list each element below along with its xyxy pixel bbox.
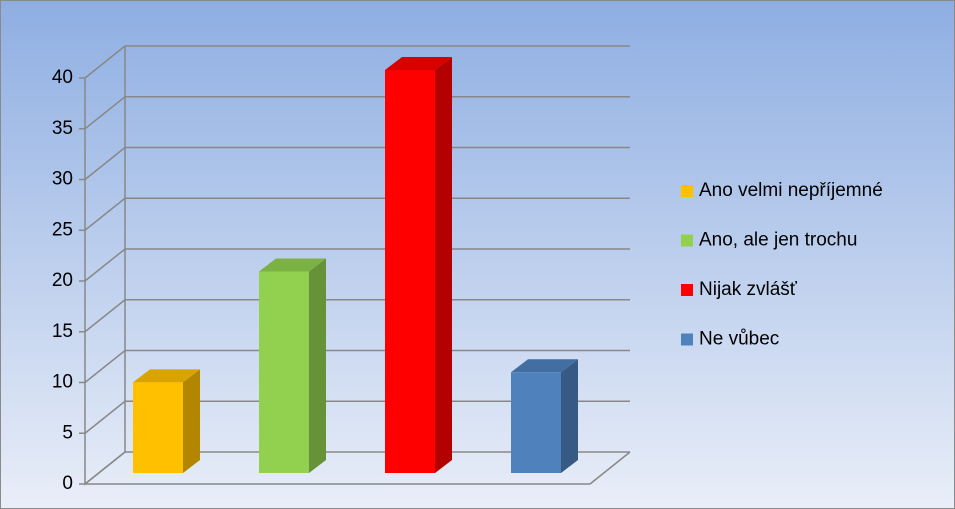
legend-label: Ne vůbec (699, 329, 779, 350)
bar-top (511, 359, 578, 373)
grid-line (84, 400, 630, 434)
legend-swatch (681, 284, 693, 296)
grid-line (84, 349, 630, 384)
grid-line (84, 146, 630, 181)
bar (259, 258, 326, 473)
grid-line (84, 451, 630, 485)
bar-side (561, 359, 578, 473)
y-tick-label: 40 (52, 67, 73, 88)
legend-swatch (681, 234, 693, 247)
y-tick-label: 10 (52, 372, 73, 393)
bar-side (309, 258, 326, 473)
bar (511, 359, 578, 473)
grid-line (84, 45, 630, 79)
bar-front (133, 382, 183, 473)
y-tick-label: 5 (62, 422, 73, 443)
grid-line (84, 248, 630, 282)
bar-front (385, 70, 435, 473)
y-tick-label: 30 (52, 169, 73, 190)
y-tick-label: 35 (52, 118, 73, 139)
y-tick-label: 20 (52, 270, 73, 291)
legend-swatch (681, 333, 693, 346)
floor-right (589, 451, 631, 485)
bar (133, 369, 200, 473)
y-tick-label: 25 (52, 219, 73, 240)
bar (385, 57, 452, 473)
grid-line (84, 197, 630, 231)
legend-label: Ano velmi nepříjemné (699, 180, 883, 201)
y-tick-label: 15 (52, 321, 73, 342)
y-tick-label: 0 (62, 473, 73, 494)
bar-front (259, 271, 309, 473)
grid-line (84, 96, 630, 130)
grid-line (84, 299, 630, 333)
bar-front (511, 372, 561, 473)
bar-top (385, 57, 452, 70)
bar-top (259, 258, 326, 272)
legend-swatch (681, 185, 693, 197)
legend-label: Ano, ale jen trochu (699, 230, 857, 251)
bar-side (435, 57, 452, 473)
bar-side (183, 369, 200, 473)
bar-top (133, 369, 200, 383)
legend-label: Nijak zvlášť (699, 279, 798, 300)
